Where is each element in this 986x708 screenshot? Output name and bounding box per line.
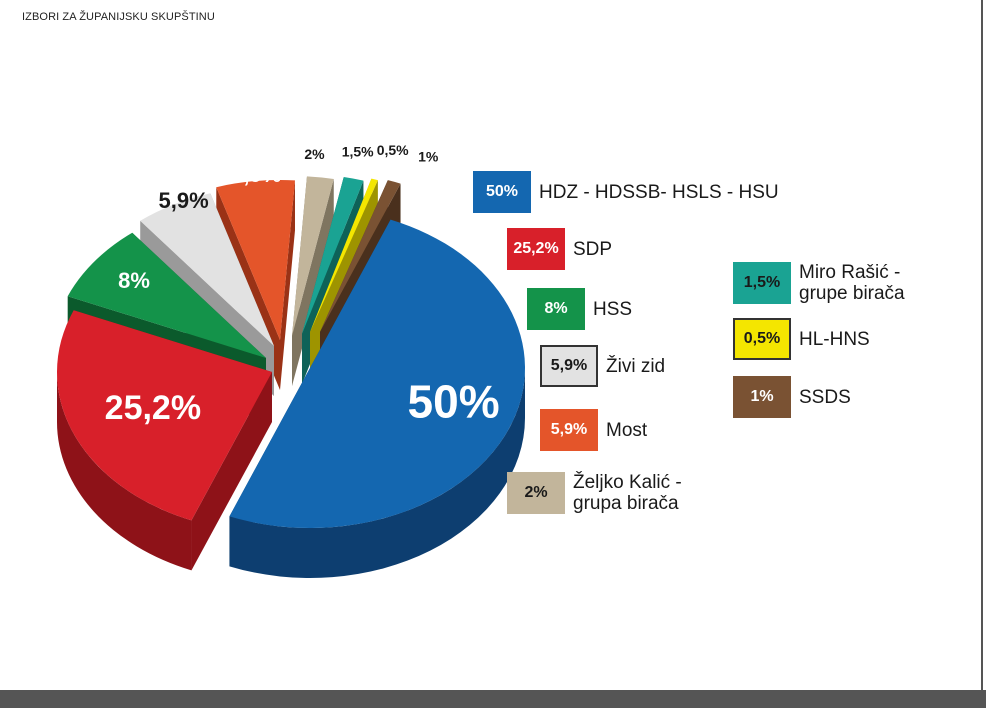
bottom-border-bar [0,690,986,708]
pie-slice-zivi [140,193,274,346]
pie-slice-kalic [292,176,334,336]
legend-label-rasic: Miro Rašić - grupe birača [799,262,905,304]
legend-swatch-kalic: 2% [507,472,565,514]
legend-swatch-ssds: 1% [733,376,791,418]
legend-label-sdp: SDP [573,238,613,260]
pie-slice-hss [67,232,266,358]
pie-label-sdp: 25,2% [105,389,201,427]
legend-swatch-hlhns: 0,5% [733,318,791,360]
legend-item-rasic: 1,5% Miro Rašić - grupe birača [733,262,905,304]
pie-slice-hdz [229,219,525,529]
pie-slice-sdp [56,310,272,521]
legend-label-kalic: Željko Kalić - grupa birača [573,472,682,514]
pie-slice-most [216,180,295,340]
legend-swatch-rasic: 1,5% [733,262,791,304]
legend-label-hss: HSS [593,298,633,320]
pie-label-kalic: 2% [304,146,325,162]
pie-slice-wall-hdz [229,368,525,578]
legend-item-ssds: 1% SSDS [733,376,851,418]
page-title: IZBORI ZA ŽUPANIJSKU SKUPŠTINU [22,11,215,23]
pie-label-hss: 8% [118,268,150,293]
legend-item-most: 5,9% Most [540,409,647,451]
legend-item-zivi: 5,9% Živi zid [540,345,665,387]
pie-label-hlhns: 0,5% [377,142,409,158]
legend-label-zivi: Živi zid [606,355,666,377]
legend-item-hdz: 50% HDZ - HDSSB- HSLS - HSU [473,171,779,213]
legend-label-hdz: HDZ - HDSSB- HSLS - HSU [539,181,779,203]
pie-label-most: 5,9% [231,162,281,187]
legend-item-sdp: 25,2% SDP [507,228,612,270]
pie-slice-face-most [280,180,295,390]
pie-slice-face-sdp [191,372,272,571]
legend-label-hlhns: HL-HNS [799,328,870,350]
legend-item-kalic: 2% Željko Kalić - grupa birača [507,472,682,514]
legend-item-hlhns: 0,5% HL-HNS [733,318,870,360]
legend-item-hss: 8% HSS [527,288,632,330]
pie-slice-wall-sdp [57,372,192,571]
legend-swatch-zivi: 5,9% [540,345,598,387]
pie-slice-ssds [320,180,401,332]
legend-swatch-sdp: 25,2% [507,228,565,270]
pie-slice-hlhns [310,178,378,332]
pie-label-ssds: 1% [418,149,439,165]
legend-swatch-hdz: 50% [473,171,531,213]
pie-label-rasic: 1,5% [342,143,374,159]
pie-slice-rasic [302,177,364,334]
right-border-line [981,0,983,690]
pie-label-zivi: 5,9% [159,188,209,213]
legend-swatch-hss: 8% [527,288,585,330]
legend-label-ssds: SSDS [799,386,851,408]
pie-label-hdz: 50% [408,375,500,427]
legend-swatch-most: 5,9% [540,409,598,451]
legend-label-most: Most [606,419,648,441]
